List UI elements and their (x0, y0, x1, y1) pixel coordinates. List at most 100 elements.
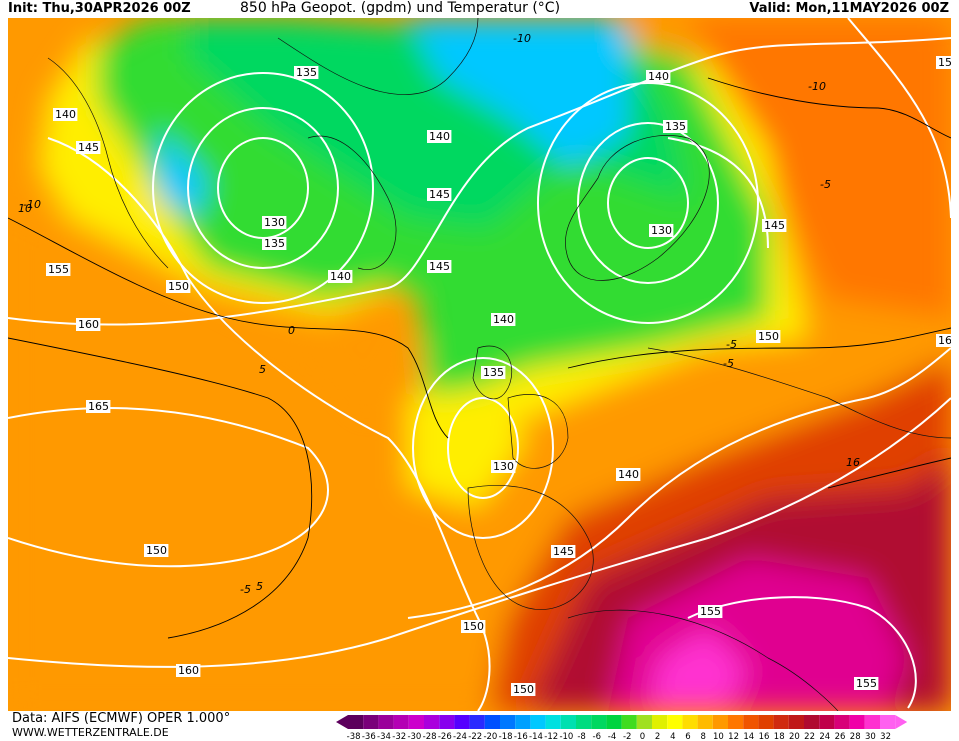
temperature-label: 5 (259, 363, 266, 376)
legend-color-box (363, 715, 379, 729)
geopotential-label: 135 (663, 120, 688, 133)
geopotential-label: 150 (511, 683, 536, 696)
legend-tick-label: -36 (362, 732, 376, 741)
geopotential-label-text: 140 (55, 108, 76, 121)
legend-color-box (515, 715, 531, 729)
geopotential-label-text: 165 (88, 400, 109, 413)
geopotential-label: 135 (294, 66, 319, 79)
temperature-label-text: 0 (288, 324, 295, 337)
geopotential-label-text: 145 (429, 260, 450, 273)
geopotential-label: 145 (427, 188, 452, 201)
temperature-label-text: -5 (240, 583, 251, 596)
temperature-label-text: -10 (23, 198, 41, 211)
geopotential-label: 140 (427, 130, 452, 143)
legend-color-box (728, 715, 744, 729)
geopotential-label-text: 140 (429, 130, 450, 143)
temperature-label: -5 (723, 357, 734, 370)
site-url-label: WWW.WETTERZENTRALE.DE (12, 726, 169, 739)
footer-bar: Data: AIFS (ECMWF) OPER 1.000° WWW.WETTE… (0, 711, 959, 741)
valid-time-label: Valid: Mon,11MAY2026 00Z (749, 1, 949, 16)
temperature-label: -5 (240, 583, 251, 596)
data-source-label: Data: AIFS (ECMWF) OPER 1.000° (12, 711, 231, 726)
legend-color-box (682, 715, 698, 729)
temperature-label: 10 (18, 202, 32, 215)
legend-color-box (788, 715, 804, 729)
legend-tick-label: -28 (423, 732, 437, 741)
legend-color-box (652, 715, 668, 729)
geopotential-label-text: 145 (429, 188, 450, 201)
coastlines (47, 18, 951, 711)
legend-tick-label: -8 (577, 732, 585, 741)
legend-tick-label: 32 (880, 732, 891, 741)
legend-color-box (697, 715, 713, 729)
temperature-label: -10 (808, 80, 826, 93)
legend-color-box (758, 715, 774, 729)
geopotential-label-text: 150 (938, 56, 951, 69)
legend-tick-label: -2 (623, 732, 631, 741)
init-time-label: Init: Thu,30APR2026 00Z (8, 1, 191, 16)
legend-color-box (500, 715, 516, 729)
geopotential-label: 145 (551, 545, 576, 558)
temperature-label: 16 (846, 456, 860, 469)
legend-color-box (484, 715, 500, 729)
legend-tick-label: -20 (483, 732, 497, 741)
header-bar: Init: Thu,30APR2026 00Z 850 hPa Geopot. … (0, 0, 959, 18)
legend-color-box (576, 715, 592, 729)
legend-tick-label: 22 (804, 732, 815, 741)
legend-color-box (393, 715, 409, 729)
geopotential-label: 140 (616, 468, 641, 481)
legend-color-box (849, 715, 865, 729)
geopotential-label-text: 145 (78, 141, 99, 154)
temperature-label-text: -5 (726, 338, 737, 351)
geopotential-label: 155 (854, 677, 879, 690)
legend-color-box (348, 715, 364, 729)
legend-tick-label: 24 (819, 732, 830, 741)
legend-tick-label: 20 (789, 732, 800, 741)
geopotential-label-text: 135 (483, 366, 504, 379)
geopotential-label: 165 (936, 334, 951, 347)
legend-tick-label: 26 (835, 732, 846, 741)
geopotential-label-text: 165 (938, 334, 951, 347)
temperature-label-text: 5 (256, 580, 263, 593)
temperature-label: -5 (726, 338, 737, 351)
geopotential-labels: 1351401451301351401451401551501601651401… (46, 56, 951, 696)
geopotential-label-text: 150 (463, 620, 484, 633)
geopotential-label-text: 150 (513, 683, 534, 696)
temperature-label-text: 10 (18, 202, 32, 215)
legend-tick-label: 14 (743, 732, 754, 741)
geopotential-label: 160 (176, 664, 201, 677)
temperature-label-text: -5 (723, 357, 734, 370)
legend-tick-label: -14 (529, 732, 543, 741)
legend-tick-label: 8 (700, 732, 705, 741)
legend-color-box (834, 715, 850, 729)
weather-map: 135 140 145 130 135 140 145 140 155 150 160 165 140 1… (8, 18, 951, 711)
legend-tick-label: -12 (544, 732, 558, 741)
geopotential-label-text: 130 (264, 216, 285, 229)
legend-color-box (712, 715, 728, 729)
geopotential-label: 155 (698, 605, 723, 618)
legend-color-box (424, 715, 440, 729)
temperature-isotherms (8, 77, 951, 639)
legend-tick-label: -24 (453, 732, 467, 741)
geopotential-label-text: 150 (758, 330, 779, 343)
legend-color-box (469, 715, 485, 729)
geopotential-label-text: 140 (330, 270, 351, 283)
legend-tick-label: -6 (593, 732, 601, 741)
geopotential-label: 150 (461, 620, 486, 633)
legend-color-box (378, 715, 394, 729)
legend-tick-label: 30 (865, 732, 876, 741)
geopotential-label-text: 160 (178, 664, 199, 677)
legend-color-box (591, 715, 607, 729)
geopotential-label: 160 (76, 318, 101, 331)
geopotential-label: 150 (936, 56, 951, 69)
legend-tick-label: 2 (655, 732, 660, 741)
legend-tick-label: 4 (670, 732, 675, 741)
legend-tick-label: 28 (850, 732, 861, 741)
geopotential-label-text: 135 (665, 120, 686, 133)
legend-tick-label: -22 (468, 732, 482, 741)
legend-tick-label: -16 (514, 732, 528, 741)
temperature-label-text: -5 (820, 178, 831, 191)
geopotential-label: 140 (491, 313, 516, 326)
geopotential-label: 130 (649, 224, 674, 237)
geopotential-label: 145 (76, 141, 101, 154)
